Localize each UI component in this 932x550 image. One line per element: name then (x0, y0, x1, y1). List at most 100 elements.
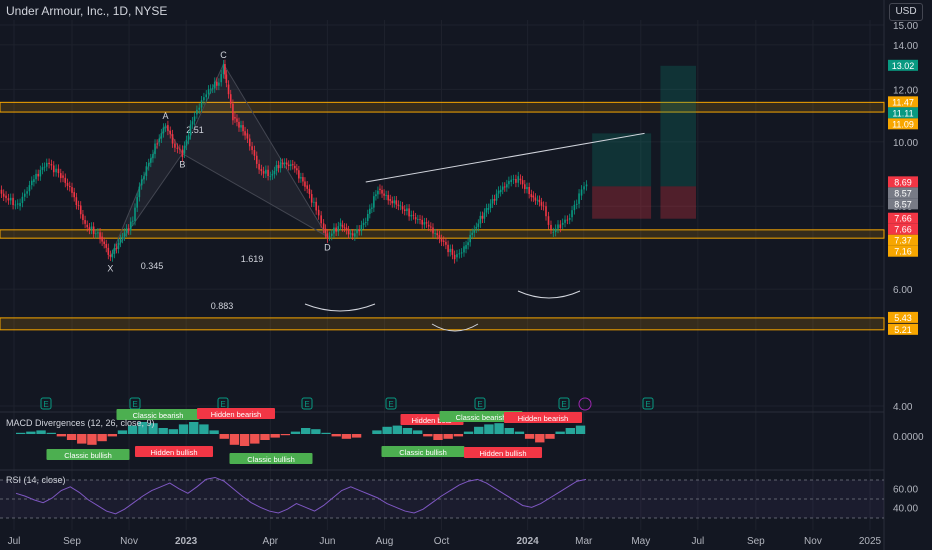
candle (510, 179, 513, 183)
macd-histogram-bar (463, 431, 474, 434)
macd-histogram-bar (138, 422, 148, 434)
divergence-tag (504, 412, 582, 423)
time-tick-label: 2024 (516, 536, 539, 547)
candle (57, 168, 60, 174)
long-position-target (660, 65, 696, 187)
candle (251, 146, 253, 151)
candle (449, 248, 452, 253)
candle (109, 254, 112, 257)
candle (440, 238, 443, 242)
macd-histogram-bar (117, 430, 128, 434)
candle (26, 191, 28, 194)
candle (379, 188, 381, 190)
price-tag (888, 96, 918, 108)
harmonic-point-label: A (163, 111, 169, 121)
candle (234, 117, 236, 119)
macd-histogram-bar (148, 423, 158, 434)
candle (373, 196, 375, 208)
candle (203, 97, 205, 101)
macd-histogram-bar (219, 434, 229, 439)
macd-histogram-bar (392, 425, 402, 434)
candle (532, 195, 535, 198)
candle (467, 242, 469, 246)
candle (493, 199, 496, 201)
earnings-marker (642, 397, 654, 410)
candle (538, 199, 541, 203)
candle (427, 224, 430, 227)
candle (341, 224, 344, 228)
divergence-tag (439, 411, 523, 422)
candle (136, 197, 138, 208)
candle (7, 198, 10, 201)
dividend-marker (578, 397, 592, 411)
candle (547, 216, 550, 225)
earnings-marker (385, 397, 397, 410)
candle (371, 207, 373, 209)
macd-histogram-bar (474, 426, 484, 434)
candle (39, 169, 42, 177)
time-tick-label: Apr (263, 536, 279, 547)
candle (198, 107, 201, 110)
rsi-pane: 60.00 40.00 (0, 469, 918, 519)
candle (227, 84, 230, 95)
price-tag (888, 118, 918, 130)
candle (503, 186, 506, 188)
earnings-marker (40, 397, 52, 410)
candle (430, 226, 432, 228)
macd-histogram-bar (331, 434, 341, 437)
price-tag (888, 245, 918, 257)
long-position-stop (660, 186, 696, 219)
candle (447, 244, 449, 253)
candle (277, 165, 280, 169)
candle (43, 166, 46, 168)
candle (375, 194, 377, 197)
candle (364, 221, 367, 223)
harmonic-point-label: D (324, 243, 331, 253)
time-tick-label: May (631, 536, 650, 547)
candle (571, 210, 573, 218)
macd-histogram-bar (178, 424, 189, 434)
long-position-target (592, 133, 652, 187)
candle (160, 133, 163, 139)
harmonic-point-label: C (220, 50, 227, 60)
divergence-label: Hidden bearish (518, 414, 568, 423)
candle (236, 118, 238, 122)
candle (512, 179, 515, 180)
time-tick-label: Jul (8, 536, 21, 547)
candle (167, 125, 169, 131)
macd-histogram-bar (209, 430, 219, 434)
candle (298, 170, 300, 179)
candle (308, 188, 311, 195)
earnings-label: E (43, 400, 48, 409)
candle (185, 139, 188, 146)
earnings-label: E (645, 400, 650, 409)
candle (291, 164, 294, 166)
earnings-label: E (561, 400, 566, 409)
candle (176, 147, 179, 149)
divergence-tag (197, 408, 275, 419)
candle (244, 131, 246, 136)
macd-histogram-bar (66, 434, 77, 440)
candle (479, 215, 482, 224)
candle (477, 223, 480, 227)
candle (179, 148, 181, 150)
candle (152, 154, 154, 159)
earnings-label: E (220, 400, 225, 409)
currency-button[interactable]: USD (889, 3, 923, 21)
macd-histogram-bar (433, 434, 443, 440)
macd-histogram-bar (127, 425, 138, 434)
candle (519, 178, 522, 181)
candle (5, 195, 7, 199)
macd-histogram-bar (56, 434, 67, 437)
candle (326, 233, 329, 239)
macd-histogram-bar (97, 434, 107, 442)
candle (568, 218, 571, 220)
candle (33, 179, 35, 183)
candle (302, 177, 304, 182)
candle (330, 233, 333, 236)
candle (296, 168, 298, 171)
candle (328, 235, 331, 237)
candle (495, 193, 498, 201)
price-tag (888, 223, 918, 235)
